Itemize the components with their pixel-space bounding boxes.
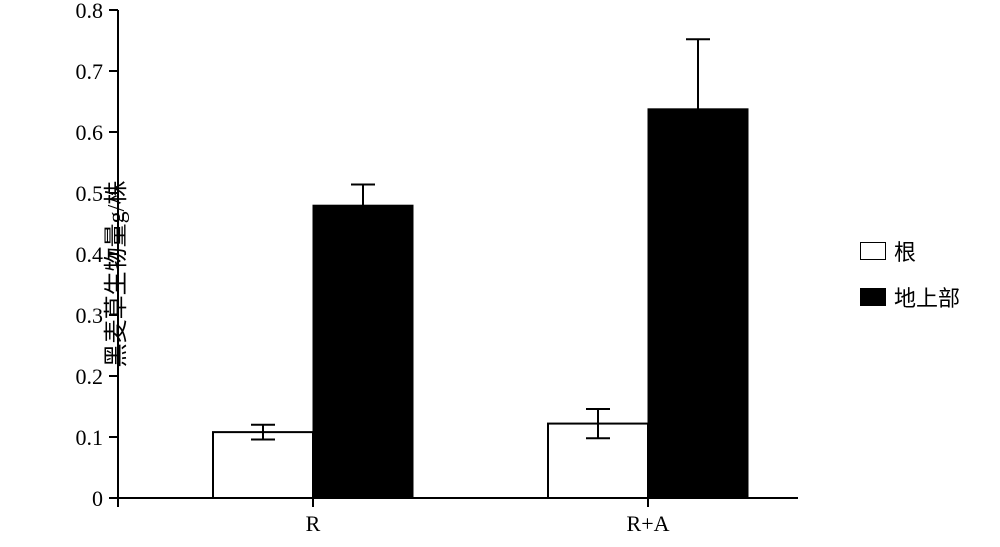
svg-text:R: R (306, 511, 321, 536)
svg-text:0.8: 0.8 (76, 0, 104, 23)
legend-swatch (860, 288, 886, 306)
svg-text:0.1: 0.1 (76, 425, 104, 450)
svg-text:0.6: 0.6 (76, 120, 104, 145)
legend-item: 根 (860, 235, 960, 267)
legend-item: 地上部 (860, 281, 960, 313)
legend-label: 地上部 (894, 281, 960, 313)
svg-text:R+A: R+A (627, 511, 670, 536)
legend-swatch (860, 242, 886, 260)
legend: 根 地上部 (860, 221, 960, 327)
svg-text:0.2: 0.2 (76, 364, 104, 389)
svg-text:0.7: 0.7 (76, 59, 104, 84)
y-axis-label: 黑麦草生物量g/株 (96, 180, 131, 367)
chart-container: 黑麦草生物量g/株 00.10.20.30.40.50.60.70.8RR+A … (0, 0, 1000, 547)
bar-chart: 00.10.20.30.40.50.60.70.8RR+A (0, 0, 1000, 547)
svg-text:0: 0 (92, 486, 103, 511)
legend-label: 根 (894, 235, 916, 267)
